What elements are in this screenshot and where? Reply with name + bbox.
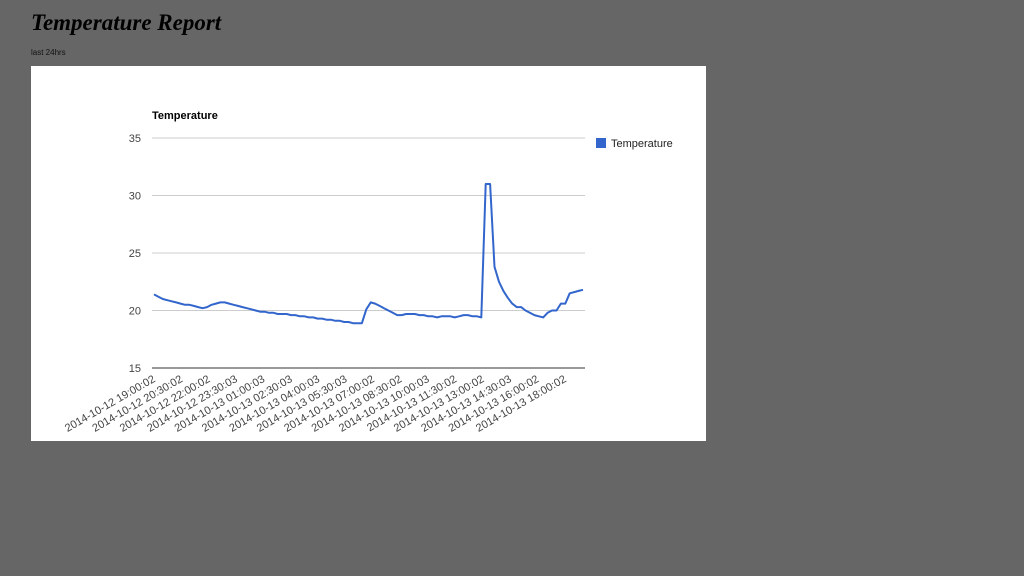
y-tick-label: 15	[129, 363, 141, 375]
chart-panel: 15 20 25 30 35 2014-10-12 19:00:02 2014-10-12…	[31, 66, 706, 441]
legend-label: Temperature	[611, 138, 673, 150]
legend-swatch	[596, 138, 606, 148]
y-tick-label: 35	[129, 133, 141, 145]
page-subtitle: last 24hrs	[31, 48, 66, 57]
y-tick-label: 20	[129, 306, 141, 318]
y-tick-label: 25	[129, 248, 141, 260]
chart-series	[153, 183, 584, 325]
y-axis-ticks: 15 20 25 30 35	[129, 133, 141, 375]
y-tick-label: 30	[129, 191, 141, 203]
chart-legend[interactable]: Temperature	[596, 138, 673, 150]
chart-title: Temperature	[152, 110, 218, 122]
page-title: Temperature Report	[31, 10, 222, 35]
chart-gridlines	[152, 137, 585, 369]
temperature-chart: 15 20 25 30 35 2014-10-12 19:00:022014-10-12…	[63, 110, 673, 435]
temperature-series-line	[153, 183, 584, 325]
